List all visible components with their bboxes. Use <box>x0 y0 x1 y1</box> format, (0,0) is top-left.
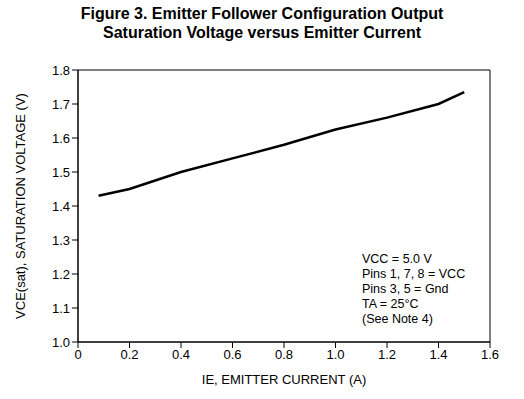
svg-text:1.0: 1.0 <box>52 335 70 350</box>
html-text:Figure 3. Emitter Follower Con: Figure 3. Emitter Follower Configuration… <box>80 5 444 41</box>
svg-text:1.8: 1.8 <box>52 63 70 78</box>
html-text:TA = 25°C: TA = 25°C <box>362 297 419 311</box>
svg-text:1.1: 1.1 <box>52 301 70 316</box>
svg-text:1.3: 1.3 <box>52 233 70 248</box>
html-text:VCC = 5.0 V: VCC = 5.0 V <box>362 252 432 266</box>
svg-text:0: 0 <box>74 347 81 362</box>
html-text:Pins 1, 7, 8 = VCC: Pins 1, 7, 8 = VCC <box>362 267 466 281</box>
svg-text:0.6: 0.6 <box>223 347 241 362</box>
svg-text:1.2: 1.2 <box>378 347 396 362</box>
svg-text:0.8: 0.8 <box>275 347 293 362</box>
svg-text:1.2: 1.2 <box>52 267 70 282</box>
svg-text:1.0: 1.0 <box>326 347 344 362</box>
svg-text:1.6: 1.6 <box>481 347 499 362</box>
svg-text:1.4: 1.4 <box>429 347 447 362</box>
svg-text:1.7: 1.7 <box>52 97 70 112</box>
html-text:Pins 3, 5 = Gnd: Pins 3, 5 = Gnd <box>362 282 449 296</box>
svg-text:0.4: 0.4 <box>172 347 190 362</box>
svg-text:0.2: 0.2 <box>120 347 138 362</box>
svg-text:1.6: 1.6 <box>52 131 70 146</box>
svg-text:1.5: 1.5 <box>52 165 70 180</box>
html-text:VCE(sat), SATURATION VOLTAGE (: VCE(sat), SATURATION VOLTAGE (V) <box>12 93 28 319</box>
html-text:(See Note 4): (See Note 4) <box>362 312 433 326</box>
html-text:IE, EMITTER CURRENT (A): IE, EMITTER CURRENT (A) <box>201 372 367 387</box>
svg-text:1.4: 1.4 <box>52 199 70 214</box>
